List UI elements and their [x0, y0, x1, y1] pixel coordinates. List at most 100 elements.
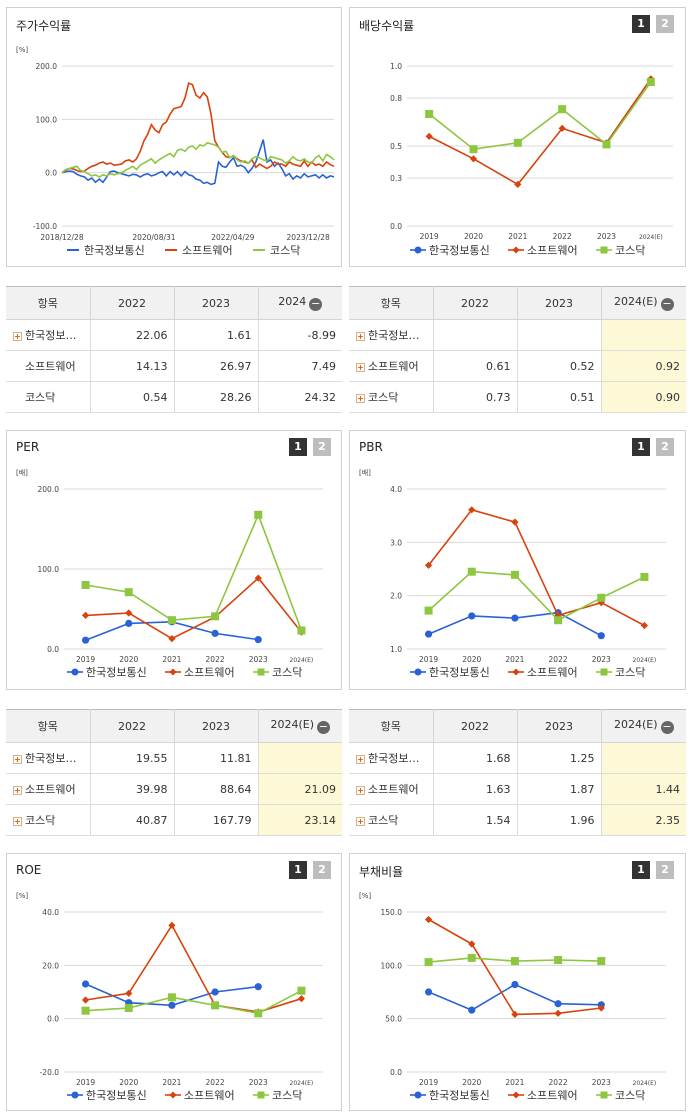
page-1-button[interactable]: 1 — [289, 438, 307, 456]
dividend-chart: 1.0 0.8 0.5 0.3 0.0 2019 2020 2021 2022 2023 2024(… — [390, 62, 673, 257]
y-tick-label: 0.0 — [47, 645, 59, 654]
x-tick-label: 2023 — [592, 655, 611, 664]
value-cell: 21.09 — [258, 773, 342, 805]
row-name-cell: 소프트웨어 — [6, 350, 91, 382]
x-tick-label: 2018/12/28 — [40, 233, 83, 242]
table-header: 항목 — [349, 286, 434, 320]
row-name-cell[interactable]: + 한국정보… — [6, 742, 91, 774]
unit-label: [%] — [16, 892, 28, 900]
data-point-square — [167, 993, 176, 1002]
data-point-circle — [254, 983, 262, 991]
page-2-button[interactable]: 2 — [656, 15, 674, 33]
header-label: 2023 — [202, 719, 230, 733]
data-point-square — [554, 616, 563, 625]
y-tick-label: 2.0 — [390, 592, 402, 601]
page-1-button[interactable]: 1 — [289, 861, 307, 879]
per-table: 항목 2022 2023 2024(E) − + 한국정보… 19.55 11.81 + 소프트웨어… — [6, 709, 342, 836]
page-2-button[interactable]: 2 — [656, 438, 674, 456]
x-tick-label: 2024(E) — [633, 657, 657, 664]
table-header: 2023 — [517, 709, 602, 743]
y-tick-label: 0.8 — [390, 94, 402, 103]
dividend-panel: 배당수익률 1 2 1.0 0.8 0.5 0.3 0.0 2019 2020 2021 202… — [349, 7, 686, 267]
legend-label: 한국정보통신 — [429, 666, 490, 679]
x-tick-label: 2024(E) — [639, 234, 663, 241]
table-row: + 코스닥 40.87 167.79 23.14 — [6, 804, 342, 836]
page-1-button[interactable]: 1 — [632, 15, 650, 33]
table-header: 2022 — [90, 286, 175, 320]
row-name-cell[interactable]: + 한국정보… — [6, 319, 91, 351]
data-point-diamond — [468, 940, 476, 948]
data-point-circle — [81, 636, 90, 644]
expand-plus-icon[interactable]: + — [356, 786, 365, 795]
x-tick-label: 2020 — [462, 1078, 481, 1087]
header-label: 2022 — [461, 296, 489, 310]
value-cell: 39.98 — [90, 773, 175, 805]
data-point-circle — [125, 619, 133, 627]
value-cell: 1.87 — [517, 773, 602, 805]
y-tick-label: 100.0 — [381, 961, 403, 970]
table-row: + 한국정보… — [349, 319, 686, 351]
header-label: 2023 — [545, 296, 573, 310]
unit-label: [배] — [359, 468, 371, 477]
data-point-square — [558, 105, 567, 114]
row-name-cell[interactable]: + 한국정보… — [349, 742, 434, 774]
legend-marker — [71, 1091, 79, 1099]
row-name-cell[interactable]: + 한국정보… — [349, 319, 434, 351]
table-header: 2022 — [433, 286, 518, 320]
table-header: 항목 — [6, 286, 91, 320]
row-name-cell[interactable]: + 소프트웨어 — [349, 773, 434, 805]
row-name-cell[interactable]: + 소프트웨어 — [6, 773, 91, 805]
value-cell: 88.64 — [174, 773, 259, 805]
data-point-square — [124, 1004, 133, 1012]
row-name-cell[interactable]: + 코스닥 — [349, 381, 434, 413]
data-point-diamond — [81, 611, 90, 619]
data-point-square — [424, 958, 433, 967]
expand-plus-icon[interactable]: + — [356, 394, 365, 403]
pbr-table: 항목 2022 2023 2024(E) − + 한국정보… 1.68 1.25 + 소프트웨어 1.… — [349, 709, 686, 836]
table-header: 2022 — [90, 709, 175, 743]
row-name-cell[interactable]: + 코스닥 — [349, 804, 434, 836]
expand-plus-icon[interactable]: + — [356, 817, 365, 826]
legend-label: 코스닥 — [615, 244, 645, 257]
collapse-icon[interactable]: − — [309, 297, 323, 311]
x-tick-label: 2022 — [549, 1078, 568, 1087]
table-header: 2022 — [433, 709, 518, 743]
row-name-label: 한국정보… — [368, 329, 420, 342]
data-point-diamond — [168, 635, 176, 643]
expand-plus-icon[interactable]: + — [13, 817, 22, 826]
expand-plus-icon[interactable]: + — [13, 755, 22, 764]
legend-label: 코스닥 — [272, 666, 302, 679]
collapse-icon[interactable]: − — [660, 720, 674, 734]
page-2-button[interactable]: 2 — [313, 438, 331, 456]
page-1-button[interactable]: 1 — [632, 861, 650, 879]
collapse-icon[interactable]: − — [660, 297, 674, 311]
series-line — [85, 512, 303, 631]
legend-label: 소프트웨어 — [182, 244, 233, 257]
row-name-label: 한국정보… — [368, 752, 420, 765]
x-tick-label: 2021 — [162, 655, 181, 664]
expand-plus-icon[interactable]: + — [356, 332, 365, 341]
data-point-diamond — [125, 609, 133, 617]
data-point-square — [510, 570, 519, 579]
value-cell: 1.25 — [517, 742, 602, 774]
page-1-button[interactable]: 1 — [632, 438, 650, 456]
data-point-square — [469, 145, 478, 154]
expand-plus-icon[interactable]: + — [356, 363, 365, 372]
table-row: + 코스닥 0.73 0.51 0.90 — [349, 381, 686, 413]
row-name-cell[interactable]: + 소프트웨어 — [349, 350, 434, 382]
expand-plus-icon[interactable]: + — [13, 332, 22, 341]
expand-plus-icon[interactable]: + — [356, 755, 365, 764]
legend-marker — [512, 1091, 520, 1099]
x-tick-label: 2022/04/29 — [211, 233, 254, 242]
page-2-button[interactable]: 2 — [313, 861, 331, 879]
data-point-circle — [211, 988, 219, 996]
expand-plus-icon[interactable]: + — [13, 786, 22, 795]
collapse-icon[interactable]: − — [317, 720, 331, 734]
y-tick-label: 20.0 — [42, 961, 59, 970]
series-line — [428, 983, 602, 1011]
stock-return-title: 주가수익률 — [16, 19, 72, 33]
row-name-cell[interactable]: + 코스닥 — [6, 804, 91, 836]
value-cell: 1.44 — [601, 773, 686, 805]
page-2-button[interactable]: 2 — [656, 861, 674, 879]
value-cell: 0.51 — [517, 381, 602, 413]
